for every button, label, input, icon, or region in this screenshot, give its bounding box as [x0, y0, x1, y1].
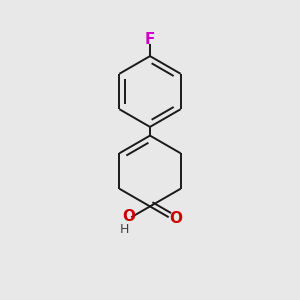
Text: F: F [145, 32, 155, 47]
Text: H: H [120, 223, 129, 236]
Text: O: O [170, 211, 183, 226]
Text: O: O [122, 209, 135, 224]
